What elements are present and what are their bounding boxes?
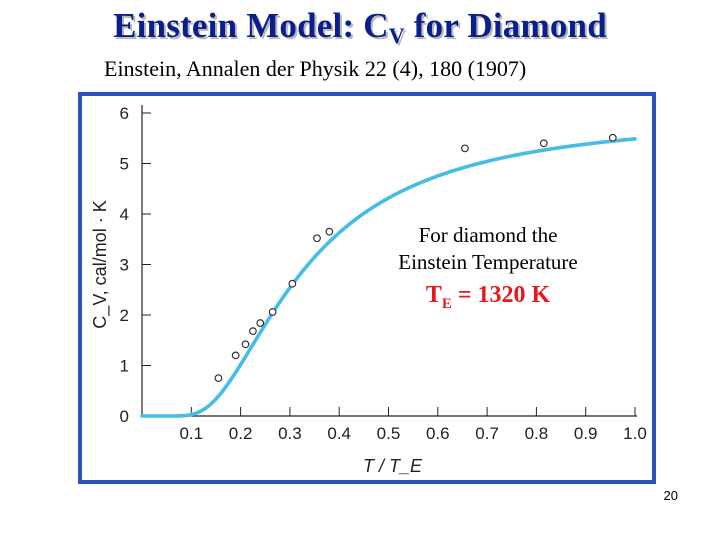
y-tick-label: 0 (120, 407, 129, 426)
title-main: Einstein Model: C (113, 6, 389, 45)
einstein-curve (140, 137, 637, 418)
y-tick-label: 5 (120, 155, 129, 174)
data-point (461, 144, 469, 153)
title-subscript: V (388, 23, 405, 48)
einstein-temperature-value: TE = 1320 K (380, 282, 596, 318)
x-tick-label: 0.4 (327, 424, 351, 443)
data-point (231, 351, 240, 360)
title-rest: for Diamond (404, 6, 607, 45)
page-number: 20 (663, 488, 678, 503)
x-tick-label: 0.2 (229, 424, 253, 443)
x-tick-label: 0.9 (574, 424, 598, 443)
x-tick-label: 0.8 (525, 424, 549, 443)
data-point (325, 227, 334, 236)
data-point (241, 340, 250, 349)
annotation-line-2: Einstein Temperature (398, 250, 578, 274)
x-tick-label: 0.1 (179, 424, 203, 443)
annotation-line-1: For diamond the (418, 223, 558, 247)
x-axis-label: T / T_E (363, 456, 423, 476)
y-axis-label: C_V, cal/mol · K (90, 200, 111, 328)
y-tick-label: 2 (120, 306, 129, 325)
y-tick-label: 6 (120, 104, 129, 123)
te-subscript: E (441, 295, 452, 312)
te-symbol: T (425, 282, 442, 308)
data-point (288, 279, 297, 288)
y-tick-label: 4 (120, 205, 129, 224)
y-tick-label: 3 (120, 256, 129, 275)
y-tick-label: 1 (120, 357, 129, 376)
chart: 0 1 2 3 4 5 6 0.1 0.2 0.3 0.4 0.5 0.6 0.7 0.8 0.9 1.0 T /… (90, 104, 647, 476)
data-point (313, 234, 321, 243)
data-point (539, 139, 548, 148)
data-point (249, 327, 257, 336)
data-point (268, 308, 277, 316)
x-tick-label: 0.6 (426, 424, 450, 443)
x-tick-label: 0.5 (377, 424, 401, 443)
x-tick-label: 1.0 (623, 424, 647, 443)
x-tick-label: 0.3 (278, 424, 302, 443)
einstein-temperature-annotation: For diamond the Einstein Temperature TE … (380, 222, 596, 318)
te-number: = 1320 K (451, 282, 551, 308)
x-tick-label: 0.7 (475, 424, 499, 443)
data-point (214, 374, 223, 383)
data-point (608, 133, 617, 142)
data-point (256, 319, 265, 327)
citation: Einstein, Annalen der Physik 22 (4), 180… (104, 56, 527, 81)
slide-title: Einstein Model: CV for Diamond (0, 6, 720, 49)
